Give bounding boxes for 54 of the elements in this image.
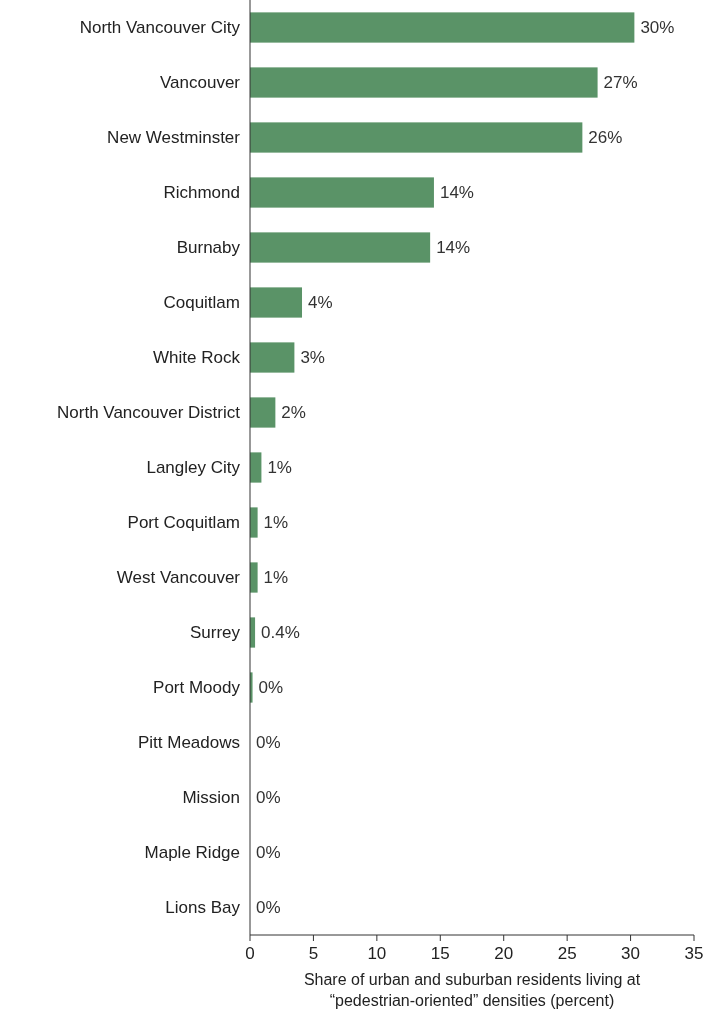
bar bbox=[250, 287, 303, 318]
y-tick-label: Richmond bbox=[163, 183, 240, 203]
data-label: 0% bbox=[256, 898, 281, 918]
x-tick-label: 5 bbox=[308, 944, 319, 963]
y-tick-label: Vancouver bbox=[159, 73, 241, 93]
data-label: 0% bbox=[258, 678, 284, 698]
y-tick-label: Pitt Meadows bbox=[137, 733, 240, 753]
data-label: 0.4% bbox=[261, 623, 300, 643]
y-tick-label: North Vancouver District bbox=[57, 403, 241, 423]
bar bbox=[250, 232, 431, 263]
y-tick-label: Lions Bay bbox=[165, 898, 241, 918]
y-tick-label: North Vancouver City bbox=[79, 18, 241, 38]
data-label: 4% bbox=[308, 293, 333, 313]
data-label: 1% bbox=[263, 513, 289, 533]
x-tick-label: 0 bbox=[245, 944, 255, 963]
y-tick-label: Port Moody bbox=[153, 678, 241, 698]
y-tick-label: Surrey bbox=[189, 623, 241, 643]
data-label: 27% bbox=[603, 73, 638, 93]
x-tick-label: 15 bbox=[430, 944, 450, 963]
data-label: 1% bbox=[263, 568, 289, 588]
bar bbox=[250, 452, 262, 483]
x-tick-label: 35 bbox=[684, 944, 704, 963]
data-label: 30% bbox=[640, 18, 675, 38]
y-tick-label: West Vancouver bbox=[116, 568, 241, 588]
bar bbox=[250, 12, 635, 43]
y-tick-label: White Rock bbox=[153, 348, 241, 368]
data-label: 3% bbox=[300, 348, 325, 368]
y-tick-label: Port Coquitlam bbox=[127, 513, 240, 533]
x-axis-title: Share of urban and suburban residents living at “pedestrian-oriented” densities (percent) bbox=[303, 971, 641, 1009]
x-tick-label: 30 bbox=[621, 944, 641, 963]
y-tick-label: Maple Ridge bbox=[144, 843, 240, 863]
data-label: 1% bbox=[267, 458, 292, 478]
data-label: 14% bbox=[436, 238, 471, 258]
data-label: 14% bbox=[439, 183, 474, 203]
data-label: 0% bbox=[256, 843, 281, 863]
x-tick-label: 25 bbox=[557, 944, 577, 963]
data-label: 0% bbox=[256, 788, 281, 808]
x-tick-label: 10 bbox=[367, 944, 387, 963]
y-tick-label: Langley City bbox=[146, 458, 241, 478]
bar bbox=[250, 122, 583, 153]
bar bbox=[250, 342, 295, 373]
bar bbox=[250, 177, 434, 208]
bar bbox=[250, 67, 598, 98]
y-tick-label: Mission bbox=[182, 788, 240, 808]
data-label: 26% bbox=[588, 128, 623, 148]
x-tick-label: 20 bbox=[494, 944, 514, 963]
bar bbox=[250, 562, 258, 593]
bar bbox=[250, 397, 276, 428]
data-label: 2% bbox=[281, 403, 306, 423]
y-tick-label: Burnaby bbox=[176, 238, 241, 258]
bar bbox=[250, 507, 258, 538]
data-label: 0% bbox=[256, 733, 281, 753]
y-tick-label: Coquitlam bbox=[163, 293, 240, 313]
y-tick-label: New Westminster bbox=[107, 128, 241, 148]
